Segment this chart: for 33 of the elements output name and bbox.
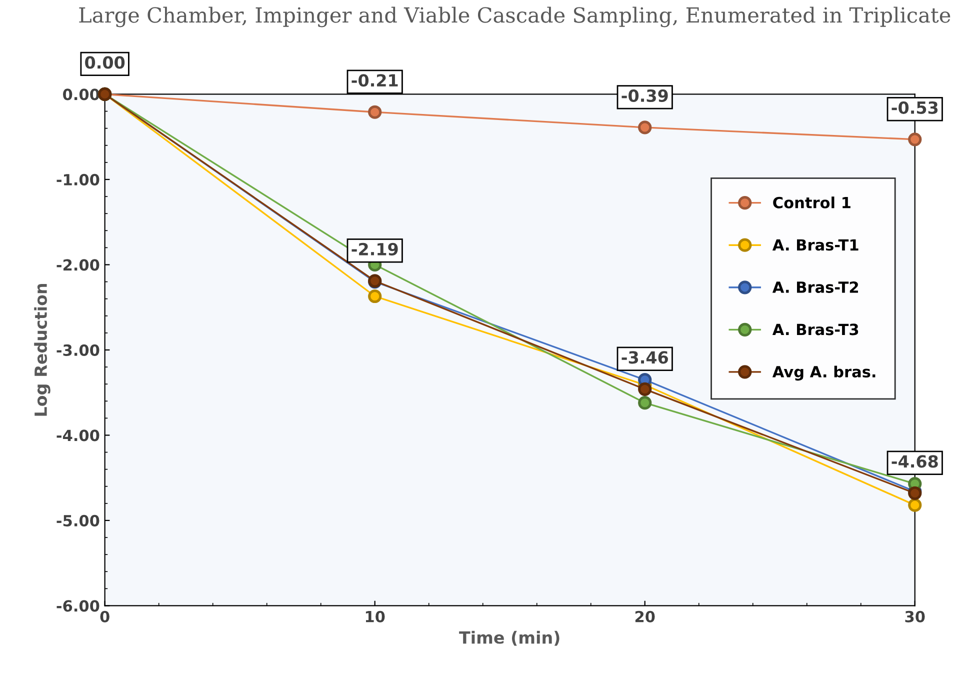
y-tick-label: -5.00 — [56, 514, 100, 526]
x-tick-label: 10 — [366, 610, 385, 622]
data-label: -4.68 — [892, 455, 938, 468]
x-tick-label: 30 — [905, 610, 925, 622]
y-tick-label: -4.00 — [56, 430, 100, 442]
legend-label: A. Bras-T3 — [772, 324, 858, 336]
y-tick-label: 0.00 — [63, 88, 100, 100]
point — [638, 382, 652, 396]
legend-label: A. Bras-T1 — [772, 239, 858, 251]
x-tick-label: 0 — [100, 610, 110, 622]
y-axis-title: Log Reduction — [34, 284, 50, 416]
y-tick-label: -1.00 — [56, 174, 100, 186]
data-label: -2.19 — [352, 242, 398, 256]
legend-label: Control 1 — [773, 196, 850, 208]
data-label: -0.39 — [622, 89, 668, 102]
x-axis-title: Time (min) — [459, 630, 560, 646]
point — [368, 105, 382, 119]
data-label: -0.53 — [892, 101, 938, 114]
chart-title: Large Chamber, Impinger and Viable Cascade Sampling, Enumerated in Triplicate — [79, 6, 950, 28]
data-label: 0.00 — [85, 56, 125, 69]
legend-label: Avg A. bras. — [772, 366, 876, 381]
point — [908, 498, 922, 512]
point — [368, 289, 382, 304]
point — [638, 396, 652, 410]
point — [638, 120, 652, 134]
legend-label: A. Bras-T2 — [772, 281, 858, 293]
y-tick-label: -3.00 — [56, 344, 100, 356]
y-tick-label: -2.00 — [56, 259, 100, 271]
x-tick-label: 20 — [635, 610, 655, 622]
y-tick-label: -6.00 — [56, 600, 100, 612]
data-label: -0.21 — [352, 74, 398, 87]
data-label: -3.46 — [622, 351, 668, 364]
point — [908, 132, 922, 146]
